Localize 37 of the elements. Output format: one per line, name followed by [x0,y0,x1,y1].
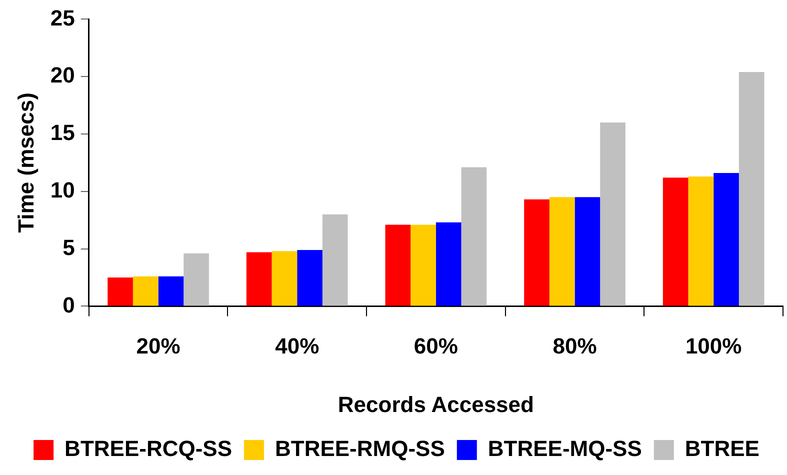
bar [436,222,462,306]
bar [246,252,272,306]
bar [549,197,575,306]
legend-label: BTREE-RMQ-SS [275,436,445,462]
bar [108,278,133,306]
x-tick-label: 100% [685,333,742,358]
y-tick-label: 0 [62,292,75,318]
x-tick-label: 80% [552,333,597,358]
bar [574,197,600,306]
bar [662,178,688,306]
y-tick-label: 15 [50,120,75,146]
bar [385,224,411,306]
bar [738,72,764,306]
x-axis-title: Records Accessed [338,392,534,417]
legend-label: BTREE-MQ-SS [488,436,642,462]
bar [158,276,184,306]
bar [410,224,436,306]
bar [714,173,739,306]
y-tick-label: 25 [50,5,75,30]
bar [297,250,322,306]
bar [184,253,209,306]
bar [688,176,714,306]
bar [600,122,626,306]
x-tick-label: 40% [275,333,320,358]
bar [461,167,487,306]
bar [524,199,550,306]
bar [322,214,348,306]
legend-label: BTREE [684,436,760,462]
bar [132,276,158,306]
x-tick-label: 60% [414,333,458,358]
bar [272,251,298,306]
y-tick-label: 10 [50,177,75,202]
y-axis-title: Time (msecs) [13,92,38,233]
y-tick-label: 20 [50,62,75,88]
x-tick-label: 20% [136,333,180,358]
legend-label: BTREE-RCQ-SS [64,436,232,462]
y-tick-label: 5 [62,234,75,260]
